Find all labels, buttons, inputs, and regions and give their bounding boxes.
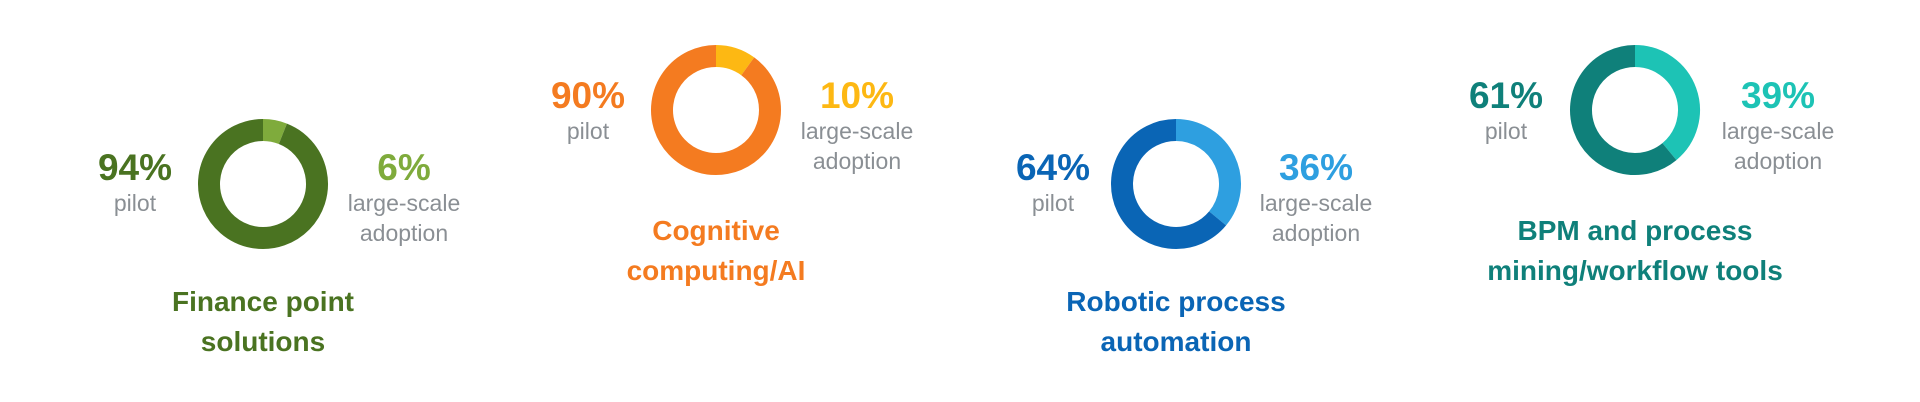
value-label: 64% bbox=[1015, 147, 1091, 188]
value-block: 61% pilot bbox=[1446, 76, 1566, 146]
value-block: 39% large-scale adoption bbox=[1708, 76, 1848, 176]
chart-title: Cognitive computing/AI bbox=[626, 215, 806, 286]
value-block: 94% pilot bbox=[75, 148, 195, 218]
category-label: large-scale adoption bbox=[347, 190, 461, 246]
value-label: 10% bbox=[819, 75, 895, 116]
donut-segment bbox=[1111, 119, 1227, 249]
value-block: 90% pilot bbox=[528, 76, 648, 146]
value-block: 6% large-scale adoption bbox=[334, 148, 474, 248]
category-label: pilot bbox=[113, 190, 157, 216]
donut-segment bbox=[1634, 45, 1700, 161]
donut-segment bbox=[1175, 119, 1241, 226]
donut-segment bbox=[1570, 45, 1677, 175]
chart-title: Robotic process automation bbox=[1066, 286, 1286, 357]
category-label: pilot bbox=[1031, 190, 1075, 216]
category-label: pilot bbox=[1484, 118, 1528, 144]
chart-title: Finance point solutions bbox=[172, 286, 354, 357]
value-block: 10% large-scale adoption bbox=[787, 76, 927, 176]
donut-segment bbox=[198, 119, 328, 249]
category-label: large-scale adoption bbox=[1259, 190, 1373, 246]
value-block: 64% pilot bbox=[993, 148, 1113, 218]
value-block: 36% large-scale adoption bbox=[1246, 148, 1386, 248]
value-label: 90% bbox=[550, 75, 626, 116]
category-label: pilot bbox=[566, 118, 610, 144]
chart-title: BPM and process mining/workflow tools bbox=[1487, 215, 1783, 286]
value-label: 94% bbox=[97, 147, 173, 188]
donut-segment bbox=[262, 119, 287, 145]
donut-segment bbox=[651, 45, 781, 175]
value-label: 6% bbox=[377, 147, 431, 188]
value-label: 39% bbox=[1740, 75, 1816, 116]
donut-segment bbox=[715, 45, 755, 76]
category-label: large-scale adoption bbox=[1721, 118, 1835, 174]
value-label: 36% bbox=[1278, 147, 1354, 188]
category-label: large-scale adoption bbox=[800, 118, 914, 174]
value-label: 61% bbox=[1468, 75, 1544, 116]
